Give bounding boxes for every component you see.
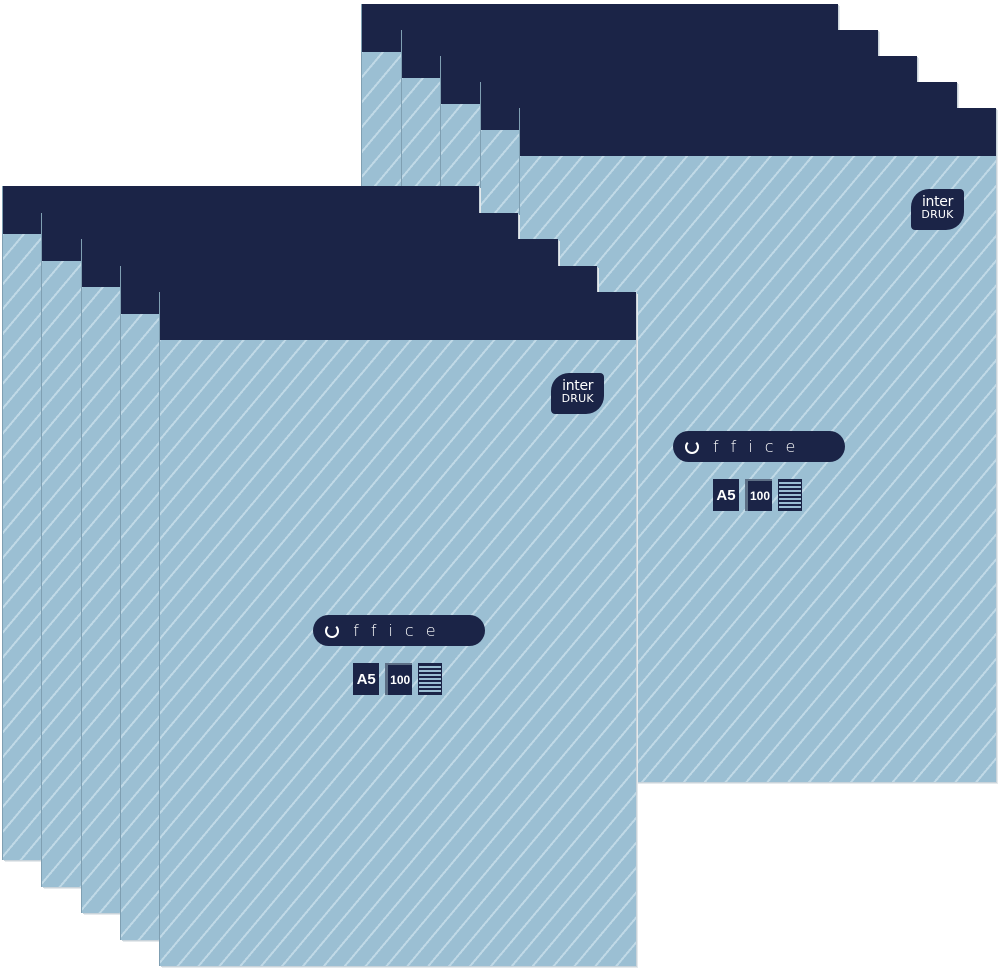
sheet-count-badge: 100	[745, 479, 772, 511]
format-badge: A5	[713, 479, 739, 511]
brand-logo: inter DRUK	[911, 189, 964, 230]
spec-icons: A5 100	[713, 479, 802, 511]
brand-logo-line1: inter	[921, 194, 954, 210]
brand-logo-line2: DRUK	[561, 392, 594, 405]
spec-icons: A5 100	[353, 663, 443, 695]
product-name-badge: ffice	[313, 615, 486, 646]
notepad-top-binding	[160, 292, 637, 340]
product-name-badge: ffice	[673, 431, 845, 462]
brand-logo-line1: inter	[562, 378, 594, 394]
notepad-top-binding	[520, 108, 996, 156]
lined-paper-icon	[778, 479, 802, 511]
notepad: inter DRUK ffice A5 100	[160, 292, 637, 966]
refresh-circle-icon	[685, 439, 699, 454]
product-name: ffice	[713, 437, 808, 456]
brand-logo-line2: DRUK	[921, 208, 954, 221]
brand-logo: inter DRUK	[551, 373, 605, 414]
sheet-count-badge: 100	[385, 663, 413, 695]
product-name: ffice	[353, 621, 448, 640]
format-badge: A5	[353, 663, 380, 695]
lined-paper-icon	[418, 663, 443, 695]
refresh-circle-icon	[325, 623, 340, 638]
